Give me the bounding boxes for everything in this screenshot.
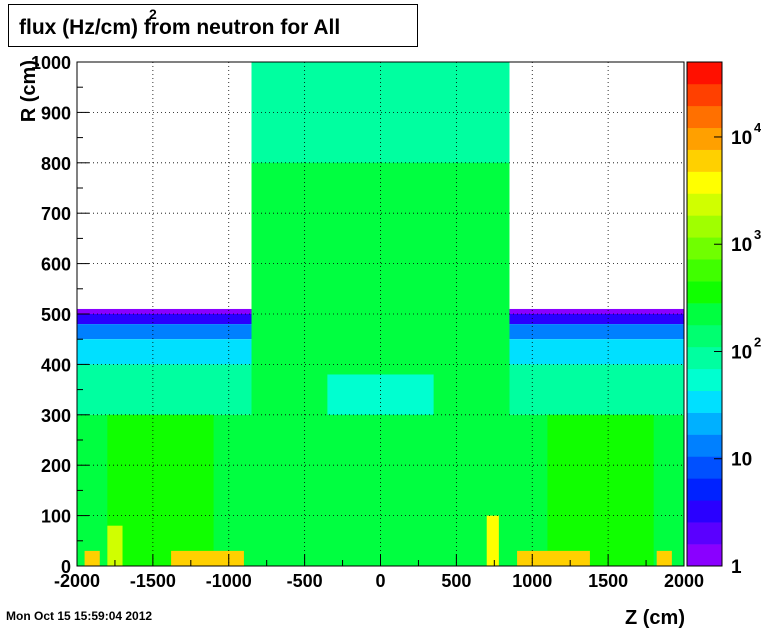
- color-bar-segment: [687, 412, 722, 435]
- color-bar-label: 10: [731, 450, 752, 471]
- color-bar-segment: [687, 127, 722, 150]
- color-bar-segment: [687, 500, 722, 523]
- y-tick-label: 700: [41, 204, 71, 224]
- heatmap-region: [656, 550, 672, 566]
- color-bar-segment: [687, 171, 722, 194]
- color-bar-label-exponent: 2: [754, 334, 761, 349]
- timestamp: Mon Oct 15 15:59:04 2012: [6, 609, 153, 623]
- color-bar-segment: [687, 544, 722, 567]
- color-bar-segment: [687, 346, 722, 370]
- x-tick-label: 1500: [588, 571, 628, 591]
- y-tick-label: 1000: [31, 53, 71, 73]
- color-bar-segment: [687, 281, 722, 304]
- y-tick-label: 300: [41, 406, 71, 426]
- color-bar-frame: [686, 61, 723, 567]
- y-tick-label: 100: [41, 507, 71, 527]
- color-bar-label: 1: [731, 557, 742, 578]
- grid-lines: [77, 62, 684, 566]
- chart-title-suffix: ) from neutron for All: [131, 16, 341, 39]
- color-bar-label: 10: [731, 342, 752, 363]
- heatmap-region: [107, 414, 214, 566]
- chart-title-prefix: flux (Hz/cm: [19, 16, 132, 39]
- color-bar-segment: [687, 193, 722, 216]
- color-bar-segment: [687, 368, 722, 391]
- color-bar-segment: [687, 522, 722, 545]
- y-tick-label: 200: [41, 456, 71, 476]
- chart-title-box: flux (Hz/cm) from neutron for All 2: [8, 4, 418, 47]
- color-bar-segment: [687, 478, 722, 501]
- heatmap-region: [171, 550, 244, 566]
- heatmap-region: [107, 525, 123, 566]
- color-bar-label: 10: [731, 128, 752, 149]
- heatmap-region: [517, 550, 590, 566]
- x-axis: -2000 -1500 -1000 -500 0 500 1000 1500 2000: [54, 554, 704, 591]
- heatmap-region: [486, 515, 499, 566]
- x-axis-label: Z (cm): [625, 607, 685, 629]
- y-tick-label: 600: [41, 255, 71, 275]
- color-bar-segment: [687, 324, 722, 348]
- heatmap-region: [251, 62, 510, 163]
- y-tick-label: 400: [41, 355, 71, 375]
- chart-title: flux (Hz/cm) from neutron for All: [19, 16, 340, 40]
- heatmap-region: [547, 414, 654, 566]
- x-tick-label: 0: [375, 571, 385, 591]
- color-bar-segment: [687, 259, 722, 282]
- color-bar-label-exponent: 4: [754, 120, 761, 135]
- y-axis-label: R (cm): [18, 60, 40, 122]
- color-bar-segment: [687, 215, 722, 238]
- color-bar-segment: [687, 149, 722, 172]
- color-bar-label: 10: [731, 235, 752, 256]
- x-tick-label: -1000: [206, 571, 252, 591]
- color-bar-segment: [687, 434, 722, 457]
- color-bar-segment: [687, 456, 722, 479]
- y-tick-label: 0: [61, 557, 71, 577]
- color-bar-segment: [687, 62, 722, 85]
- y-tick-label: 900: [41, 103, 71, 123]
- y-tick-label: 800: [41, 154, 71, 174]
- color-bar-segment: [687, 303, 722, 326]
- chart-title-superscript: 2: [149, 6, 157, 22]
- color-bar-segment: [687, 237, 722, 260]
- y-axis: 0 100 200 300 400 500 600 700 800 900 1000: [31, 53, 89, 577]
- x-tick-label: -1500: [130, 571, 176, 591]
- color-bar-segment: [687, 83, 722, 107]
- x-tick-label: 500: [441, 571, 471, 591]
- color-bar-segment: [687, 390, 722, 413]
- x-tick-label: -2000: [54, 571, 100, 591]
- x-tick-label: 1000: [512, 571, 552, 591]
- heatmap-region: [84, 550, 100, 566]
- x-tick-label: -500: [287, 571, 323, 591]
- x-tick-label: 2000: [664, 571, 704, 591]
- y-tick-label: 500: [41, 305, 71, 325]
- color-bar-segment: [687, 105, 722, 129]
- heatmap-cells: [77, 62, 684, 566]
- color-bar-label-exponent: 3: [754, 227, 761, 242]
